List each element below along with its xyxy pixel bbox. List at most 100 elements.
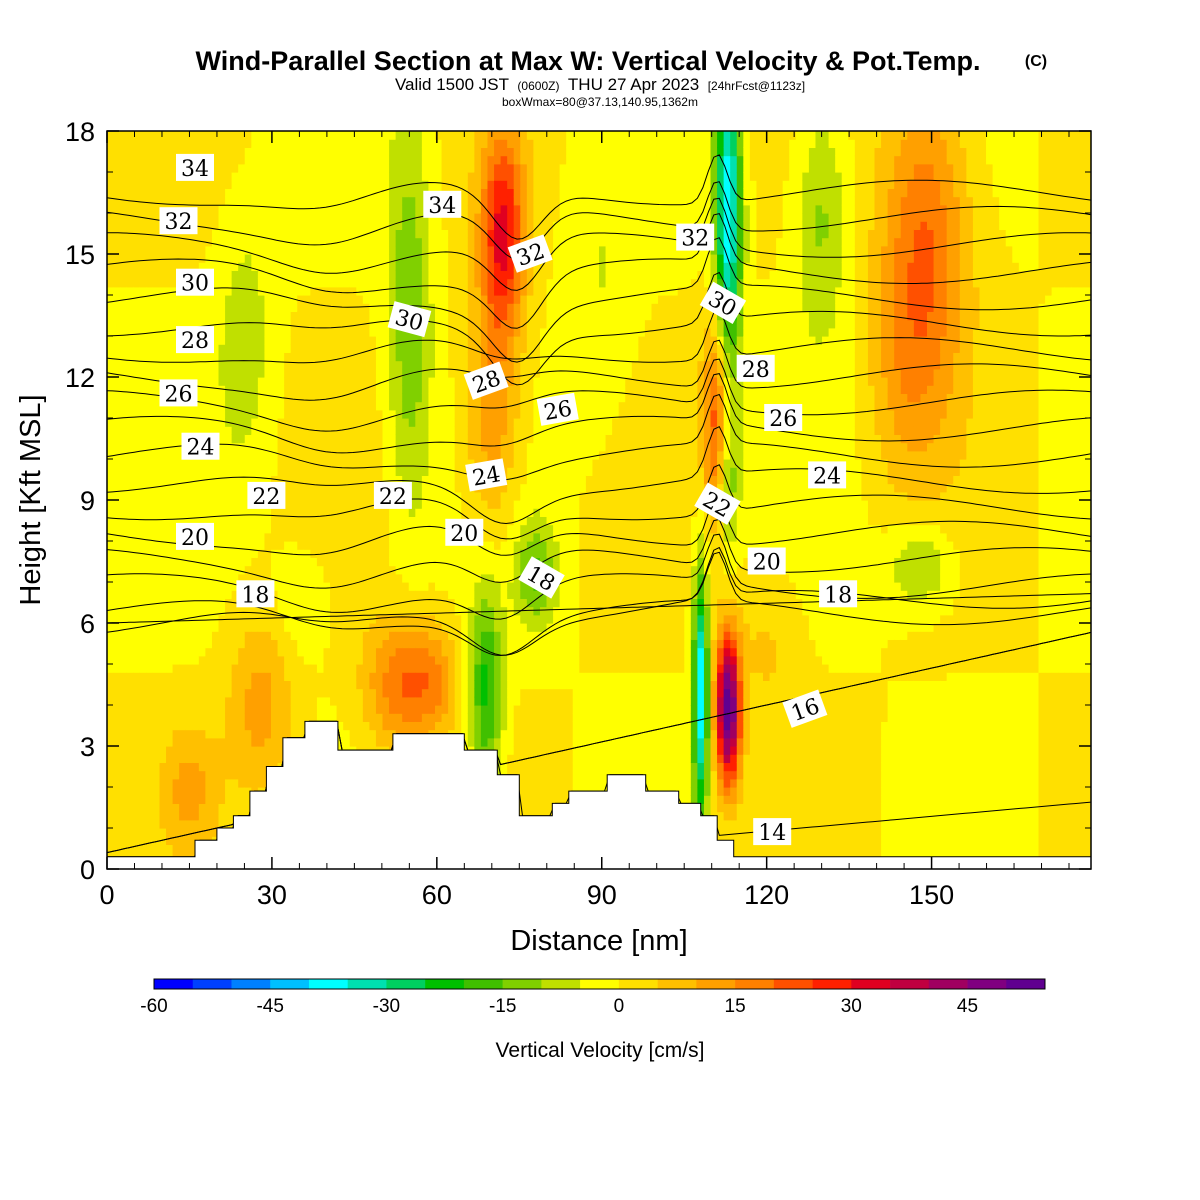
w-cell <box>185 418 193 427</box>
w-cell <box>395 344 403 353</box>
w-cell <box>264 639 272 649</box>
w-cell <box>238 508 246 517</box>
w-cell <box>139 524 147 534</box>
w-cell <box>113 319 121 329</box>
w-cell <box>428 311 436 321</box>
w-cell <box>179 606 187 616</box>
w-cell <box>126 573 134 583</box>
w-cell <box>120 811 128 821</box>
w-cell <box>179 811 187 821</box>
w-cell <box>198 360 206 370</box>
w-cell <box>146 573 154 583</box>
w-cell <box>231 573 239 583</box>
w-cell <box>244 746 252 755</box>
w-cell <box>146 368 154 378</box>
w-cell <box>172 147 180 157</box>
w-cell <box>166 680 174 690</box>
w-cell <box>421 664 430 673</box>
w-cell <box>251 541 259 550</box>
w-cell <box>238 737 246 747</box>
w-cell <box>277 196 285 206</box>
w-cell <box>126 352 134 362</box>
w-cell <box>435 475 443 485</box>
w-cell <box>349 459 357 468</box>
w-cell <box>192 303 200 312</box>
w-cell <box>152 180 161 189</box>
w-cell <box>343 532 351 542</box>
w-cell <box>421 590 430 599</box>
w-cell <box>448 229 456 239</box>
w-cell <box>139 639 147 649</box>
w-cell <box>448 270 456 280</box>
w-cell <box>435 344 443 353</box>
w-cell <box>126 459 134 468</box>
w-cell <box>303 475 311 485</box>
w-cell <box>461 270 469 280</box>
w-cell <box>152 286 161 296</box>
w-cell <box>316 213 325 222</box>
w-cell <box>375 565 384 575</box>
w-cell <box>231 541 239 550</box>
w-cell <box>231 188 239 198</box>
w-cell <box>415 713 423 722</box>
w-cell <box>107 803 115 813</box>
w-cell <box>428 459 436 468</box>
w-cell <box>336 688 344 698</box>
w-cell <box>297 705 305 714</box>
w-cell <box>257 606 266 616</box>
w-cell <box>389 344 397 353</box>
w-cell <box>159 196 167 206</box>
w-cell <box>349 614 357 624</box>
w-cell <box>172 549 180 558</box>
w-cell <box>152 680 161 690</box>
w-cell <box>238 360 246 370</box>
w-cell <box>323 655 331 665</box>
w-cell <box>297 188 305 198</box>
w-cell <box>402 705 410 714</box>
w-cell <box>435 368 443 378</box>
w-cell <box>316 188 325 198</box>
w-cell <box>231 213 239 222</box>
w-cell <box>316 532 325 542</box>
w-cell <box>290 524 298 534</box>
w-cell <box>146 770 154 780</box>
w-cell <box>310 688 318 698</box>
w-cell <box>421 254 430 263</box>
w-cell <box>113 647 121 657</box>
w-cell <box>172 713 180 722</box>
w-cell <box>356 467 364 476</box>
w-cell <box>159 844 167 854</box>
w-cell <box>277 278 285 288</box>
w-cell <box>152 524 161 534</box>
w-cell <box>297 713 305 722</box>
w-cell <box>330 696 338 706</box>
w-cell <box>166 360 174 370</box>
w-cell <box>375 705 384 714</box>
w-cell <box>238 795 246 804</box>
w-cell <box>369 524 377 534</box>
w-cell <box>211 245 220 255</box>
w-cell <box>192 131 200 140</box>
w-cell <box>382 278 390 288</box>
w-cell <box>421 614 430 624</box>
w-cell <box>244 532 252 542</box>
w-cell <box>356 229 364 239</box>
w-cell <box>277 754 285 763</box>
w-cell <box>421 647 430 657</box>
w-cell <box>198 713 206 722</box>
w-cell <box>257 245 266 255</box>
w-cell <box>218 778 226 788</box>
w-cell <box>369 336 377 345</box>
w-cell <box>198 664 206 673</box>
w-cell <box>152 746 161 755</box>
w-cell <box>303 672 311 681</box>
w-cell <box>395 147 403 157</box>
w-cell <box>126 557 134 567</box>
w-cell <box>231 705 239 714</box>
w-cell <box>218 344 226 353</box>
w-cell <box>218 213 226 222</box>
w-cell <box>402 590 410 599</box>
w-cell <box>238 639 246 649</box>
w-cell <box>133 787 141 796</box>
w-cell <box>362 573 370 583</box>
